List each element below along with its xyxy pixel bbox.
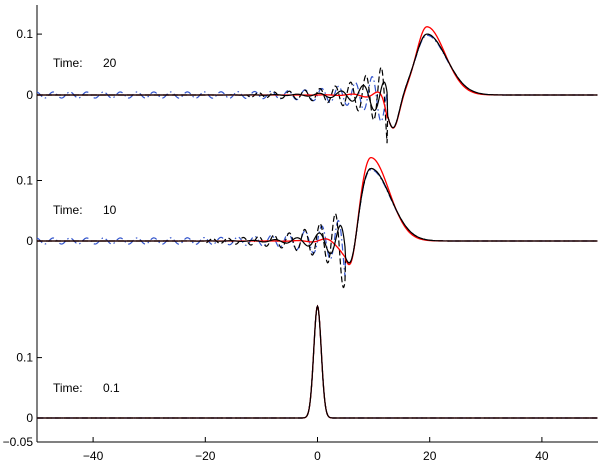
time-value: 0.1 [103, 381, 120, 395]
series-line-blue-panel-2 [36, 169, 598, 277]
x-tick-label: −40 [83, 449, 104, 463]
series-line-black-panel-2 [37, 167, 598, 264]
time-label: Time: [53, 381, 83, 395]
x-tick-label: 0 [314, 449, 321, 463]
y-tick-label: 0 [26, 234, 33, 248]
y-tick-label: 0.1 [16, 174, 33, 188]
series-line-red-panel-2 [37, 157, 598, 266]
series-line-dashed-panel-2 [37, 167, 598, 289]
series-line-blue-panel-3 [37, 304, 598, 419]
labels: −40 −20 0 20 40 −0.05 0.1 0 Time: 20 0.1 0 Time: 10 0.… [3, 27, 549, 463]
y-tick-label: 0.1 [16, 27, 33, 41]
series-layer [36, 26, 598, 419]
series-line-red-panel-1 [37, 26, 598, 129]
y-tick-label: 0 [26, 88, 33, 102]
series-line-dashed-panel-1 [37, 33, 598, 144]
series-line-red-panel-3 [37, 304, 598, 419]
axes [36, 5, 598, 443]
series-line-black-panel-3 [37, 304, 598, 419]
y-tick-label: 0.1 [16, 351, 33, 365]
series-line-black-panel-1 [37, 33, 598, 129]
time-label: Time: [53, 203, 83, 217]
x-tick-label: −20 [195, 449, 216, 463]
time-label: Time: [53, 56, 83, 70]
time-value: 10 [103, 203, 117, 217]
series-line-dashed-panel-3 [37, 304, 598, 419]
y-tick-label: 0 [26, 411, 33, 425]
series-line-blue-panel-1 [36, 34, 598, 129]
y-min-label: −0.05 [3, 435, 34, 449]
x-tick-label: 20 [423, 449, 437, 463]
x-tick-label: 40 [535, 449, 549, 463]
time-value: 20 [103, 56, 117, 70]
